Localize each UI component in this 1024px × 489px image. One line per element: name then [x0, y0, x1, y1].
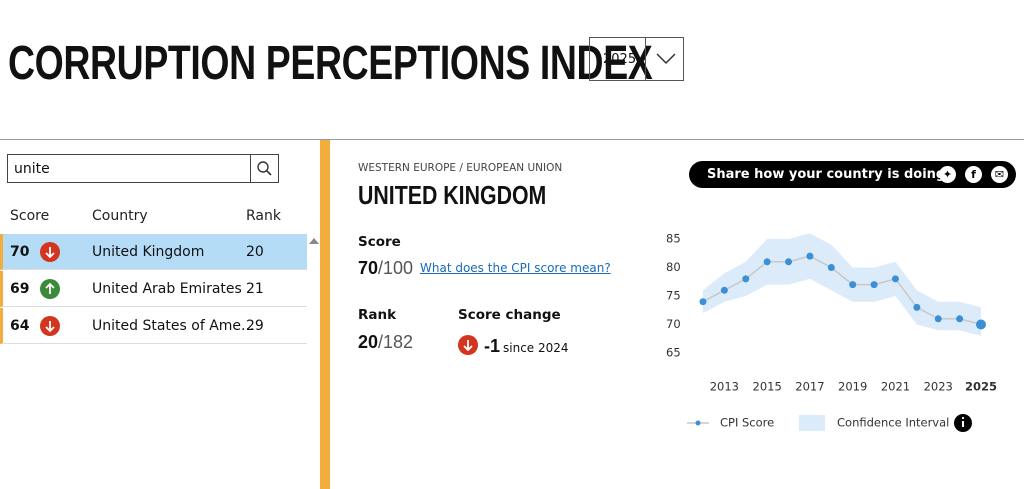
chevron	[656, 53, 676, 65]
facebook-icon[interactable]: f	[965, 166, 982, 183]
score-point	[742, 275, 750, 283]
x-tick-label: 2025	[965, 380, 997, 394]
page-title: CORRUPTION PERCEPTIONS INDEX	[8, 37, 653, 90]
year-select[interactable]: 2025	[589, 37, 684, 81]
confidence-band	[703, 233, 981, 336]
change-icon	[458, 335, 478, 359]
rank-label: Rank	[358, 307, 397, 323]
row-country: United Kingdom	[92, 244, 205, 260]
x-tick-label: 2013	[710, 380, 739, 394]
scroll-up[interactable]	[309, 237, 319, 245]
score-point	[849, 281, 857, 289]
column-header[interactable]: Rank	[246, 208, 281, 224]
row-rank: 21	[246, 281, 264, 297]
score-point	[891, 275, 899, 283]
change-arrow	[458, 335, 478, 355]
result-row[interactable]: 69 United Arab Emirates 21	[0, 271, 307, 307]
change-label: Score change	[458, 307, 561, 323]
score-value: 70	[358, 258, 379, 278]
search-icon	[257, 161, 272, 176]
change-value: -1	[484, 336, 500, 357]
y-tick-label: 75	[666, 289, 681, 303]
row-score: 64	[10, 318, 30, 334]
divider	[0, 139, 1024, 140]
legend-swatch	[799, 415, 825, 431]
score-point	[913, 303, 921, 311]
search-input[interactable]: unite	[7, 154, 251, 183]
country-name: UNITED KINGDOM	[358, 180, 547, 210]
score-point	[763, 258, 771, 266]
score-link[interactable]: What does the CPI score mean?	[420, 261, 611, 275]
y-tick-label: 80	[666, 260, 681, 274]
score-label: Score	[358, 234, 401, 250]
trend-icon	[40, 242, 60, 262]
x-tick-label: 2017	[795, 380, 824, 394]
score-point	[699, 298, 707, 306]
info-dot	[961, 416, 965, 420]
score-point	[785, 258, 793, 266]
y-tick-label: 65	[666, 346, 681, 360]
score-point	[870, 281, 878, 289]
legend-label: CPI Score	[720, 416, 774, 430]
row-rank: 20	[246, 244, 264, 260]
score-max: /100	[378, 258, 414, 278]
rank-value: 20	[358, 332, 379, 352]
row-score: 69	[10, 281, 30, 297]
legend: CPI Score Confidence Interval	[687, 415, 949, 431]
trend-icon	[40, 316, 60, 336]
row-country: United Arab Emirates	[92, 281, 242, 297]
y-tick-label: 70	[666, 317, 681, 331]
row-score: 70	[10, 244, 30, 260]
region: WESTERN EUROPE / EUROPEAN UNION	[358, 162, 563, 174]
score-point	[934, 315, 942, 323]
result-row[interactable]: 70 United Kingdom 20	[0, 234, 307, 270]
panel-divider	[320, 140, 330, 489]
score-point	[806, 252, 814, 260]
column-header[interactable]: Country	[92, 208, 148, 224]
legend-label: Confidence Interval	[837, 416, 949, 430]
legend-dot	[695, 420, 701, 426]
x-tick-label: 2019	[838, 380, 867, 394]
x-tick-label: 2015	[753, 380, 782, 394]
score-point	[827, 264, 835, 271]
trend-icon	[40, 279, 60, 299]
search-button[interactable]	[250, 154, 279, 183]
info-icon[interactable]	[954, 414, 972, 432]
change-since: since 2024	[503, 341, 569, 355]
share-text: Share how your country is doing	[707, 167, 946, 182]
separator	[645, 38, 646, 80]
score-point	[956, 315, 964, 323]
score: 70/100	[358, 258, 413, 279]
chart: 65 70 75 80 85 2013 2015 2017 2019 2021 2023 2025 CP…	[666, 232, 997, 432]
score-line	[702, 255, 982, 326]
change-number: -1	[484, 336, 501, 356]
row-country: United States of Ame...	[92, 318, 255, 334]
x-tick-label: 2023	[924, 380, 953, 394]
x-tick-label: 2021	[881, 380, 910, 394]
score-point	[720, 286, 728, 294]
rank-total: /182	[378, 332, 414, 352]
info-glyph	[962, 421, 964, 427]
row-rank: 29	[246, 318, 264, 334]
y-tick-label: 85	[666, 232, 681, 246]
column-header[interactable]: Score	[10, 208, 50, 224]
rank: 20/182	[358, 332, 413, 353]
email-icon[interactable]: ✉	[991, 166, 1008, 183]
score-point	[976, 319, 986, 330]
twitter-icon[interactable]: ✦	[939, 166, 956, 183]
result-row[interactable]: 64 United States of Ame... 29	[0, 308, 307, 344]
year-value: 2025	[603, 52, 637, 67]
share-bar[interactable]: Share how your country is doing ✦ f ✉	[689, 161, 1016, 188]
